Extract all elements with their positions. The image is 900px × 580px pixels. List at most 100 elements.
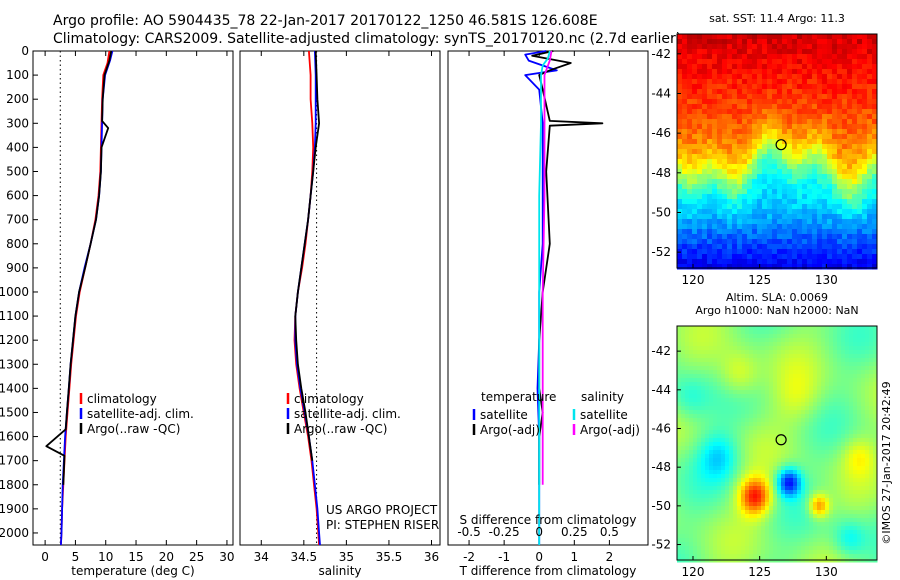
temp-xtick-label: 25	[189, 550, 204, 564]
temp-ytick-label: 1400	[0, 381, 29, 395]
diff-top-tick-label: 0.25	[561, 525, 588, 539]
sst-title: sat. SST: 11.4 Argo: 11.3	[709, 12, 845, 25]
diff-xtick-label: -1	[498, 550, 510, 564]
sal-legend-label: climatology	[294, 392, 364, 406]
temp-ytick-label: 1900	[0, 502, 29, 516]
sst-ytick-label: -52	[651, 245, 671, 259]
panel-temp: 0 5 10 15 20 25 300100200300400500600700800900…	[0, 44, 235, 578]
sal-xtick-label: 36	[424, 550, 439, 564]
sal-xtick-label: 35	[339, 550, 354, 564]
diff-top-xlabel: S difference from climatology	[460, 513, 637, 527]
panel-sal: 34 34.5 35 35.5 36 salinity climatologysatelli…	[239, 50, 441, 578]
sal-series-argo-raw-qc-	[294, 50, 320, 461]
plot-title-line2: Climatology: CARS2009. Satellite-adjuste…	[53, 31, 682, 47]
sal-xtick-label: 34.5	[290, 550, 317, 564]
temp-ytick-label: 1500	[0, 405, 29, 419]
sla-ytick-label: -50	[651, 499, 671, 513]
diff-series-s-satellite	[538, 50, 551, 545]
diff-series-t-argo-adj-	[531, 50, 604, 485]
panel-sst: 120 125 130 -42 -44 -46 -48 -50 -52 sat. SST: 11.…	[651, 12, 878, 287]
diff-series-s-argo-adj-	[541, 50, 553, 485]
diff-legend-label: satellite	[480, 408, 528, 422]
sst-ytick-label: -44	[651, 86, 671, 100]
temp-legend-label: satellite-adj. clim.	[87, 407, 194, 421]
sst-ytick-label: -50	[651, 205, 671, 219]
credit-text: US ARGO PROJECT	[326, 503, 438, 517]
temp-ytick-label: 1000	[0, 285, 29, 299]
temp-legend-label: Argo(..raw -QC)	[87, 422, 180, 436]
sla-ytick-label: -52	[651, 538, 671, 552]
sla-heatmap-cells	[677, 326, 878, 563]
temp-ytick-label: 1300	[0, 357, 29, 371]
diff-top-tick-label: 0.5	[600, 525, 619, 539]
diff-xtick-label: 2	[606, 550, 614, 564]
sla-title: Altim. SLA: 0.0069	[726, 291, 828, 304]
sla-title: Argo h1000: NaN h2000: NaN	[695, 304, 858, 317]
temp-ytick-label: 900	[6, 261, 29, 275]
sst-xtick-label: 120	[682, 273, 705, 287]
sla-ytick-label: -48	[651, 460, 671, 474]
diff-axes-frame	[447, 50, 649, 546]
diff-xtick-label: 0	[535, 550, 543, 564]
diff-xlabel: T difference from climatology	[459, 564, 637, 578]
temp-xtick-label: 30	[219, 550, 234, 564]
sst-heatmap-cells	[677, 34, 878, 270]
sst-ytick-label: -48	[651, 166, 671, 180]
diff-top-tick-label: 0	[535, 525, 543, 539]
sal-xtick-label: 34	[254, 550, 269, 564]
sla-xtick-label: 120	[682, 565, 705, 579]
sal-xlabel: salinity	[318, 564, 361, 578]
sla-ytick-label: -46	[651, 421, 671, 435]
temp-ytick-label: 800	[6, 237, 29, 251]
sst-map-frame	[676, 33, 878, 269]
temp-xtick-label: 5	[72, 550, 80, 564]
sla-ytick-label: -44	[651, 383, 671, 397]
diff-legend-label: Argo(-adj)	[480, 423, 540, 437]
diff-xtick-label: 1	[570, 550, 578, 564]
sst-ytick-label: -42	[651, 47, 671, 61]
diff-xtick-label: -2	[463, 550, 475, 564]
diff-legend-label: Argo(-adj)	[580, 423, 640, 437]
credit-text: PI: STEPHEN RISER	[326, 518, 439, 532]
temp-ytick-label: 100	[6, 68, 29, 82]
temp-ytick-label: 2000	[0, 526, 29, 540]
temp-ytick-label: 1800	[0, 478, 29, 492]
sal-axes-frame	[239, 50, 441, 546]
sla-argo-position-marker	[775, 434, 787, 446]
temp-xtick-label: 10	[98, 550, 113, 564]
diff-series-t-satellite	[524, 50, 558, 545]
temp-xtick-label: 15	[128, 550, 143, 564]
imos-timestamp: ©IMOS 27-Jan-2017 20:42:49	[880, 381, 893, 544]
temp-ytick-label: 200	[6, 92, 29, 106]
sst-argo-position-marker	[775, 139, 787, 151]
sla-xtick-label: 125	[748, 565, 771, 579]
temp-ytick-label: 1600	[0, 430, 29, 444]
diff-top-tick-label: -0.5	[457, 525, 480, 539]
plot-title-line1: Argo profile: AO 5904435_78 22-Jan-2017 …	[53, 13, 598, 29]
sla-xtick-label: 130	[815, 565, 838, 579]
temp-ytick-label: 1100	[0, 309, 29, 323]
temp-ytick-label: 0	[21, 44, 29, 58]
temp-axes-frame	[32, 50, 234, 546]
temp-xlabel: temperature (deg C)	[71, 564, 194, 578]
temp-series-argo-raw-qc-	[45, 50, 113, 485]
sst-xtick-label: 125	[748, 273, 771, 287]
temp-ytick-label: 500	[6, 164, 29, 178]
sst-xtick-label: 130	[815, 273, 838, 287]
sst-ytick-label: -46	[651, 126, 671, 140]
panel-sla: 120 125 130 -42 -44 -46 -48 -50 -52 Altim. SLA: 0…	[651, 291, 878, 579]
temp-ytick-label: 300	[6, 116, 29, 130]
sal-legend-label: Argo(..raw -QC)	[294, 422, 387, 436]
sla-ytick-label: -42	[651, 344, 671, 358]
temp-ytick-label: 600	[6, 189, 29, 203]
temp-xtick-label: 20	[159, 550, 174, 564]
diff-legend-header: salinity	[581, 390, 624, 404]
temp-ytick-label: 400	[6, 140, 29, 154]
temp-xtick-label: 0	[41, 550, 49, 564]
sal-xtick-label: 35.5	[376, 550, 403, 564]
temp-ytick-label: 1200	[0, 333, 29, 347]
temp-legend-label: climatology	[87, 392, 157, 406]
panel-diff: -2 -1 0 1 2T difference from climatology -0.5…	[447, 50, 649, 578]
sla-map-frame	[676, 325, 878, 561]
